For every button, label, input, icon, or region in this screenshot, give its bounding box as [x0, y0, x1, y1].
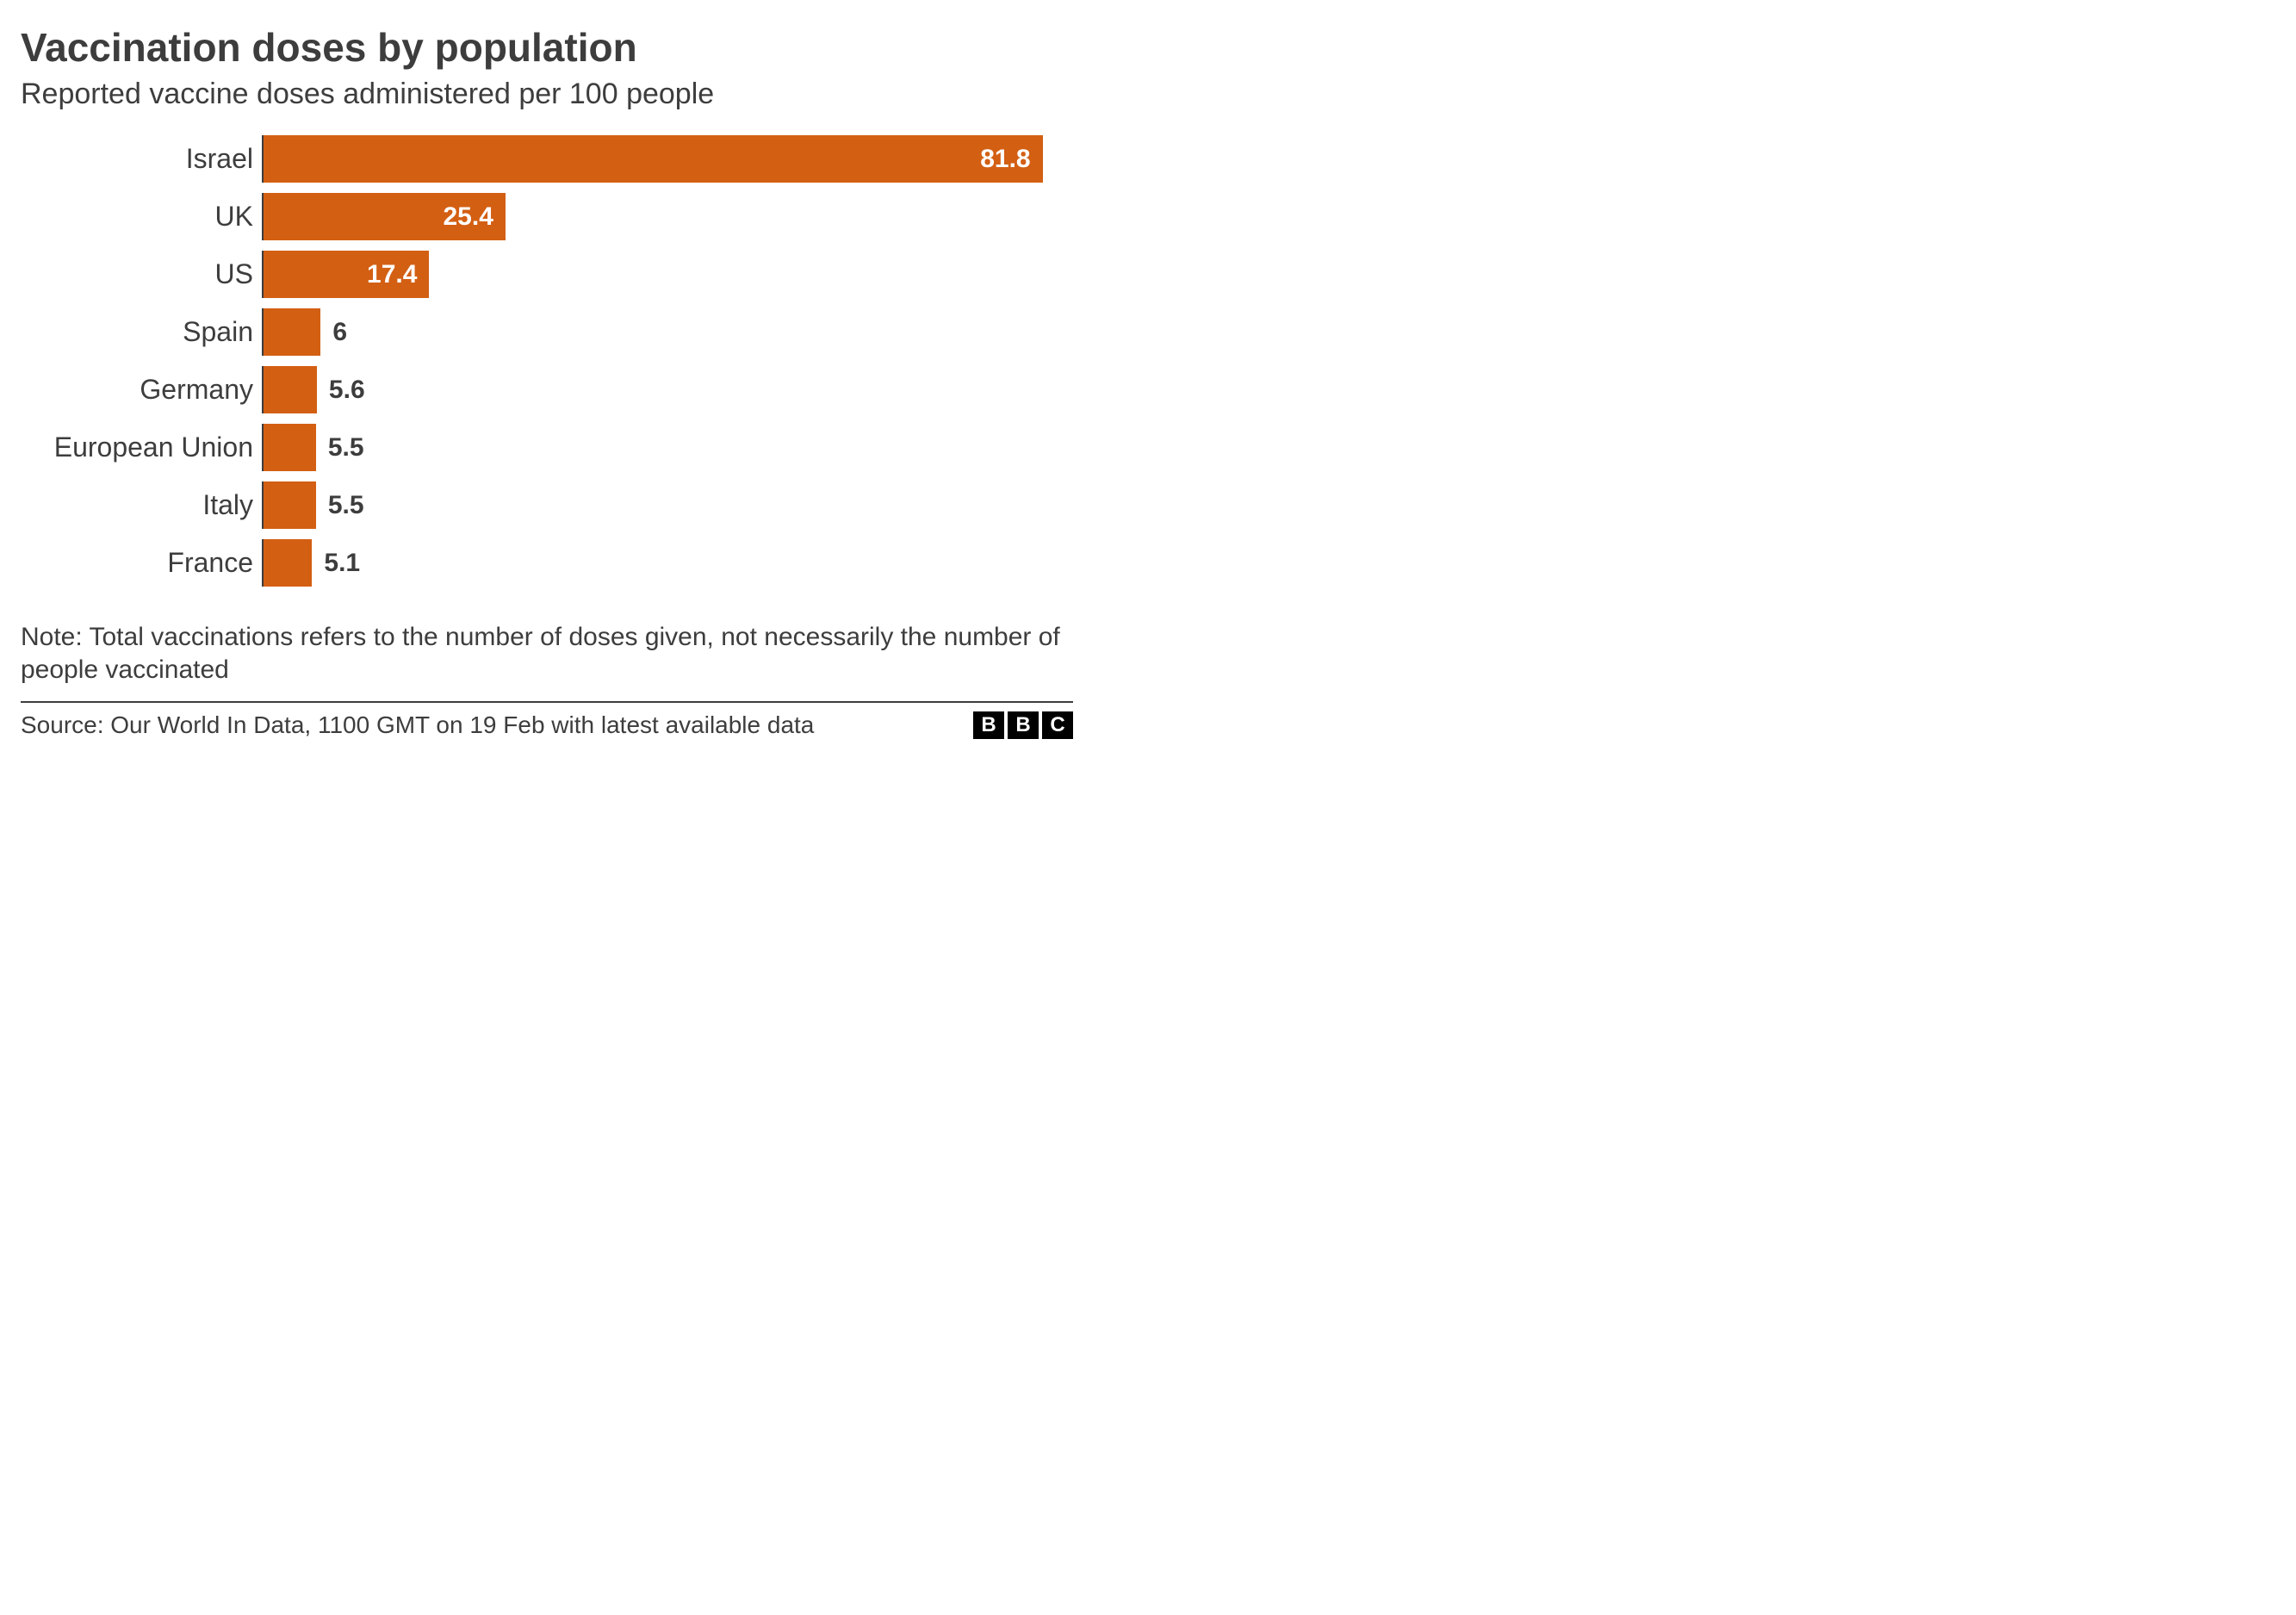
bar-track: 17.4: [262, 251, 1073, 298]
bar-value: 5.5: [328, 491, 364, 520]
vaccination-chart: Vaccination doses by population Reported…: [0, 0, 1094, 751]
bar-fill: [264, 308, 320, 356]
bar-label: European Union: [21, 432, 262, 463]
bbc-logo: BBC: [973, 711, 1073, 739]
bar-track: 5.5: [262, 424, 1073, 471]
bar-fill: [264, 481, 316, 529]
bar-value: 81.8: [980, 145, 1030, 174]
bar-row: European Union 5.5: [21, 424, 1073, 471]
bar-label: US: [21, 258, 262, 290]
chart-note: Note: Total vaccinations refers to the n…: [21, 621, 1073, 686]
bar-value: 17.4: [367, 260, 417, 289]
chart-footer: Source: Our World In Data, 1100 GMT on 1…: [21, 701, 1073, 751]
bar-value: 5.5: [328, 433, 364, 463]
bbc-logo-block: B: [1008, 711, 1039, 739]
bar-row: Germany 5.6: [21, 366, 1073, 413]
bar-value: 5.6: [329, 376, 365, 405]
bar-track: 25.4: [262, 193, 1073, 240]
bar-fill: [264, 539, 312, 587]
bars-area: Israel 81.8 UK 25.4 US 17.4 Spain 6 Germany 5.6 Eu…: [21, 135, 1073, 587]
bar-track: 6: [262, 308, 1073, 356]
bar-fill: 17.4: [264, 251, 429, 298]
bar-row: US 17.4: [21, 251, 1073, 298]
bar-fill: [264, 424, 316, 471]
bar-label: Spain: [21, 316, 262, 348]
bar-label: UK: [21, 201, 262, 233]
bar-track: 5.5: [262, 481, 1073, 529]
bar-row: Israel 81.8: [21, 135, 1073, 183]
bar-value: 25.4: [444, 202, 493, 232]
bbc-logo-block: C: [1042, 711, 1073, 739]
bar-row: UK 25.4: [21, 193, 1073, 240]
bar-fill: 81.8: [264, 135, 1043, 183]
chart-source: Source: Our World In Data, 1100 GMT on 1…: [21, 711, 814, 739]
bar-label: France: [21, 547, 262, 579]
bar-row: Italy 5.5: [21, 481, 1073, 529]
bar-value: 6: [332, 318, 347, 347]
bar-fill: [264, 366, 317, 413]
bar-row: Spain 6: [21, 308, 1073, 356]
bar-label: Italy: [21, 489, 262, 521]
bar-track: 5.6: [262, 366, 1073, 413]
bar-label: Germany: [21, 374, 262, 406]
bar-fill: 25.4: [264, 193, 506, 240]
chart-subtitle: Reported vaccine doses administered per …: [21, 78, 1073, 111]
bar-track: 81.8: [262, 135, 1073, 183]
chart-title: Vaccination doses by population: [21, 24, 1073, 71]
bar-row: France 5.1: [21, 539, 1073, 587]
bar-label: Israel: [21, 143, 262, 175]
bar-track: 5.1: [262, 539, 1073, 587]
bar-value: 5.1: [324, 549, 360, 578]
bbc-logo-block: B: [973, 711, 1004, 739]
